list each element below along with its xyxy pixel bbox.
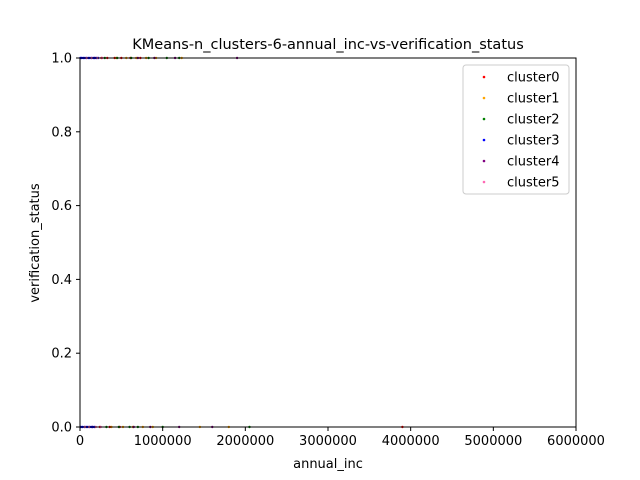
x-tick-label: 6000000 bbox=[547, 434, 605, 449]
x-tick-label: 2000000 bbox=[216, 434, 274, 449]
legend-label-cluster5: cluster5 bbox=[507, 176, 559, 191]
y-tick-label: 0.2 bbox=[51, 347, 72, 362]
legend-marker-cluster2 bbox=[482, 117, 486, 121]
legend-marker-cluster5 bbox=[482, 180, 486, 184]
x-tick-label: 3000000 bbox=[299, 434, 357, 449]
x-tick-label: 5000000 bbox=[464, 434, 522, 449]
y-axis-ticks: 0.0 0.2 0.4 0.6 0.8 1.0 bbox=[51, 52, 80, 436]
y-axis-label: verification_status bbox=[28, 183, 43, 303]
legend-marker-cluster4 bbox=[482, 159, 486, 163]
x-tick-label: 0 bbox=[76, 434, 84, 449]
legend-marker-cluster0 bbox=[482, 75, 486, 79]
legend: cluster0 cluster1 cluster2 cluster3 cluster4… bbox=[462, 64, 570, 195]
legend-label-cluster0: cluster0 bbox=[507, 71, 559, 86]
legend-label-cluster4: cluster4 bbox=[507, 155, 559, 170]
legend-marker-cluster3 bbox=[482, 138, 486, 142]
y-tick-label: 0.6 bbox=[51, 199, 72, 214]
y-tick-label: 0.8 bbox=[51, 125, 72, 140]
legend-frame bbox=[462, 64, 570, 195]
legend-marker-cluster1 bbox=[482, 96, 486, 100]
chart-title: KMeans-n_clusters-6-annual_inc-vs-verifi… bbox=[132, 37, 524, 53]
legend-label-cluster1: cluster1 bbox=[507, 92, 559, 107]
x-tick-label: 1000000 bbox=[134, 434, 192, 449]
legend-label-cluster3: cluster3 bbox=[507, 134, 559, 149]
y-tick-label: 0.0 bbox=[51, 421, 72, 436]
y-tick-label: 1.0 bbox=[51, 52, 72, 67]
x-axis-ticks: 0 1000000 2000000 3000000 4000000 5000000 6000… bbox=[76, 427, 605, 449]
y-tick-label: 0.4 bbox=[51, 273, 72, 288]
x-tick-label: 4000000 bbox=[382, 434, 440, 449]
legend-label-cluster2: cluster2 bbox=[507, 113, 559, 128]
x-axis-label: annual_inc bbox=[293, 457, 363, 472]
